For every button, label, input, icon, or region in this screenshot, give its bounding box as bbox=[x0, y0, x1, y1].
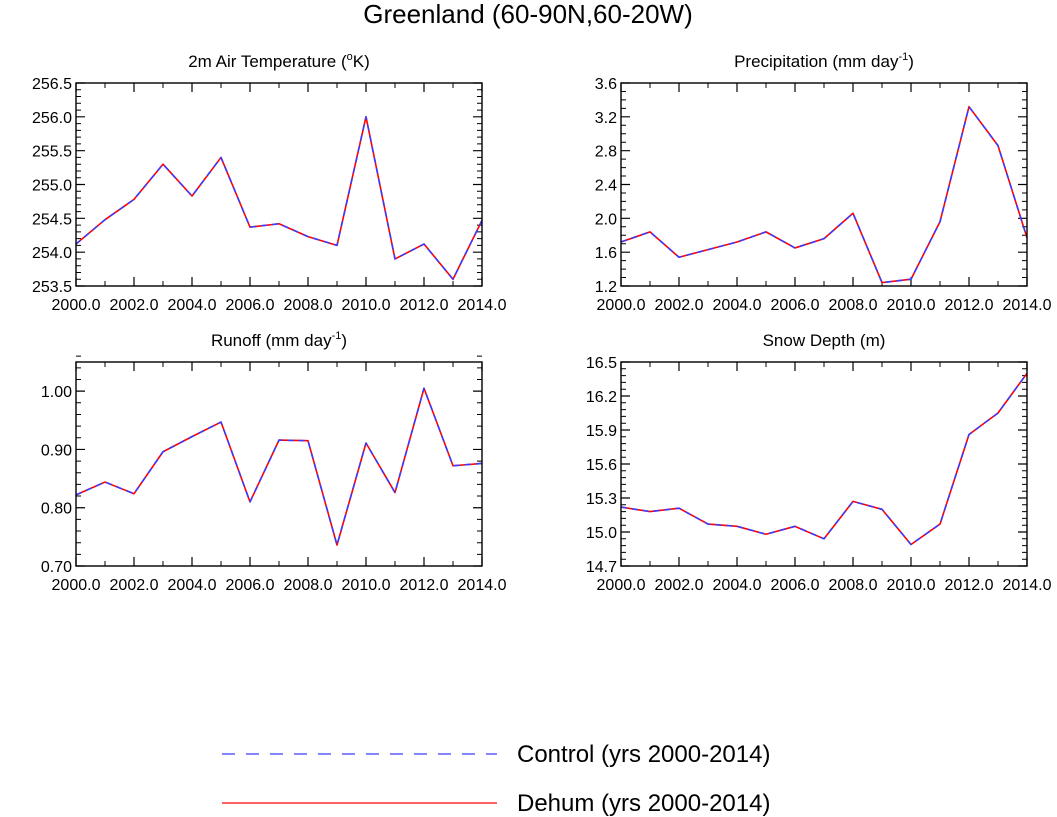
minor-ticks bbox=[621, 362, 1027, 566]
legend-label-dehum: Dehum (yrs 2000-2014) bbox=[517, 790, 770, 817]
x-tick-label: 2010.0 bbox=[887, 577, 936, 594]
x-tick-label: 2014.0 bbox=[1003, 297, 1052, 314]
x-tick-label: 2012.0 bbox=[400, 577, 449, 594]
y-tick-label: 3.2 bbox=[595, 110, 617, 127]
panel-title: 2m Air Temperature (oK) bbox=[188, 51, 370, 71]
y-tick-label: 255.0 bbox=[32, 178, 72, 195]
y-tick-label: 2.4 bbox=[595, 178, 617, 195]
x-tick-label: 2000.0 bbox=[52, 577, 101, 594]
x-tick-label: 2006.0 bbox=[771, 577, 820, 594]
x-tick-label: 2002.0 bbox=[110, 577, 159, 594]
panel-title-suffix: ) bbox=[908, 52, 914, 71]
y-tick-label: 1.6 bbox=[595, 245, 617, 262]
x-tick-label: 2012.0 bbox=[945, 577, 994, 594]
series-line-dehum bbox=[75, 387, 483, 546]
x-tick-label: 2008.0 bbox=[284, 297, 333, 314]
plot-frame bbox=[75, 82, 483, 287]
x-tick-label: 2004.0 bbox=[168, 577, 217, 594]
panel-title-text: 2m Air Temperature ( bbox=[188, 52, 347, 71]
x-tick-label: 2014.0 bbox=[458, 577, 507, 594]
panel-title-suffix: ) bbox=[341, 331, 347, 350]
x-tick-label: 2006.0 bbox=[226, 297, 275, 314]
x-tick-label: 2010.0 bbox=[342, 577, 391, 594]
y-tick-label: 256.0 bbox=[32, 110, 72, 127]
x-tick-label: 2014.0 bbox=[1003, 577, 1052, 594]
y-tick-label: 254.0 bbox=[32, 245, 72, 262]
series-line-control bbox=[620, 105, 1028, 284]
panel-runoff: Runoff (mm day-1) 2000.0 2002.0 2004.0 2006.… bbox=[41, 330, 507, 594]
panel-title: Precipitation (mm day-1) bbox=[734, 51, 914, 71]
panel-title-superscript: -1 bbox=[898, 51, 908, 63]
series-line-dehum bbox=[620, 105, 1028, 284]
legend-label-control: Control (yrs 2000-2014) bbox=[517, 741, 770, 768]
panel-title-text: Precipitation (mm day bbox=[734, 52, 899, 71]
x-tick-label: 2000.0 bbox=[52, 297, 101, 314]
x-tick-label: 2008.0 bbox=[284, 577, 333, 594]
y-tick-label: 256.5 bbox=[32, 76, 72, 93]
y-tick-label: 253.5 bbox=[32, 279, 72, 296]
x-tick-label: 2008.0 bbox=[829, 577, 878, 594]
panel-title-superscript: -1 bbox=[332, 330, 342, 342]
panel-precipitation: Precipitation (mm day-1) 2000.0 2002.0 2004… bbox=[595, 51, 1052, 314]
x-tick-label: 2000.0 bbox=[597, 297, 646, 314]
y-tick-label: 255.5 bbox=[32, 144, 72, 161]
series-line-control bbox=[75, 116, 483, 281]
plot-frame bbox=[620, 361, 1028, 567]
y-tick-label: 0.70 bbox=[41, 559, 72, 576]
x-tick-label: 2014.0 bbox=[458, 297, 507, 314]
y-tick-label: 1.2 bbox=[595, 279, 617, 296]
y-tick-label: 16.5 bbox=[586, 355, 617, 372]
panel-title-superscript: o bbox=[347, 51, 353, 63]
x-tick-label: 2008.0 bbox=[829, 297, 878, 314]
x-tick-label: 2012.0 bbox=[945, 297, 994, 314]
series-line-dehum bbox=[620, 372, 1028, 546]
minor-ticks bbox=[621, 83, 1027, 286]
y-tick-label: 3.6 bbox=[595, 76, 617, 93]
plot-frame bbox=[75, 361, 483, 567]
x-tick-label: 2002.0 bbox=[655, 297, 704, 314]
x-tick-label: 2012.0 bbox=[400, 297, 449, 314]
panel-air-temperature: 2m Air Temperature (oK) 2000.0 2002.0 2004.… bbox=[32, 51, 507, 314]
plot-frame bbox=[620, 82, 1028, 287]
x-tick-label: 2004.0 bbox=[713, 297, 762, 314]
legend: Control (yrs 2000-2014) Dehum (yrs 2000-… bbox=[222, 741, 770, 817]
y-tick-label: 254.5 bbox=[32, 211, 72, 228]
minor-ticks bbox=[76, 83, 482, 286]
x-tick-label: 2000.0 bbox=[597, 577, 646, 594]
panel-title: Snow Depth (m) bbox=[763, 331, 886, 350]
minor-ticks bbox=[76, 355, 482, 566]
y-tick-label: 15.6 bbox=[586, 457, 617, 474]
x-tick-label: 2010.0 bbox=[887, 297, 936, 314]
chart-panels: 2m Air Temperature (oK) 2000.0 2002.0 2004.… bbox=[32, 51, 1052, 594]
y-tick-label: 14.7 bbox=[586, 559, 617, 576]
y-tick-label: 1.00 bbox=[41, 384, 72, 401]
y-tick-label: 2.8 bbox=[595, 144, 617, 161]
y-tick-label: 0.80 bbox=[41, 501, 72, 518]
panel-title-suffix: K) bbox=[353, 52, 370, 71]
panel-snow-depth: Snow Depth (m) 2000.0 2002.0 2004.0 2006.0 20… bbox=[586, 331, 1052, 594]
panel-title-text: Runoff (mm day bbox=[211, 331, 332, 350]
panel-title-text: Snow Depth (m) bbox=[763, 331, 886, 350]
y-tick-label: 15.3 bbox=[586, 491, 617, 508]
series-line-control bbox=[75, 387, 483, 546]
y-tick-label: 16.2 bbox=[586, 389, 617, 406]
y-tick-label: 15.9 bbox=[586, 423, 617, 440]
x-tick-label: 2002.0 bbox=[655, 577, 704, 594]
y-tick-label: 2.0 bbox=[595, 211, 617, 228]
panel-title: Runoff (mm day-1) bbox=[211, 330, 347, 350]
y-tick-label: 15.0 bbox=[586, 525, 617, 542]
y-tick-label: 0.90 bbox=[41, 442, 72, 459]
series-line-dehum bbox=[75, 116, 483, 281]
x-tick-label: 2010.0 bbox=[342, 297, 391, 314]
series-line-control bbox=[620, 372, 1028, 546]
x-tick-label: 2006.0 bbox=[771, 297, 820, 314]
figure-title: Greenland (60-90N,60-20W) bbox=[363, 0, 693, 29]
x-tick-label: 2004.0 bbox=[168, 297, 217, 314]
x-tick-label: 2006.0 bbox=[226, 577, 275, 594]
x-tick-label: 2004.0 bbox=[713, 577, 762, 594]
x-tick-label: 2002.0 bbox=[110, 297, 159, 314]
